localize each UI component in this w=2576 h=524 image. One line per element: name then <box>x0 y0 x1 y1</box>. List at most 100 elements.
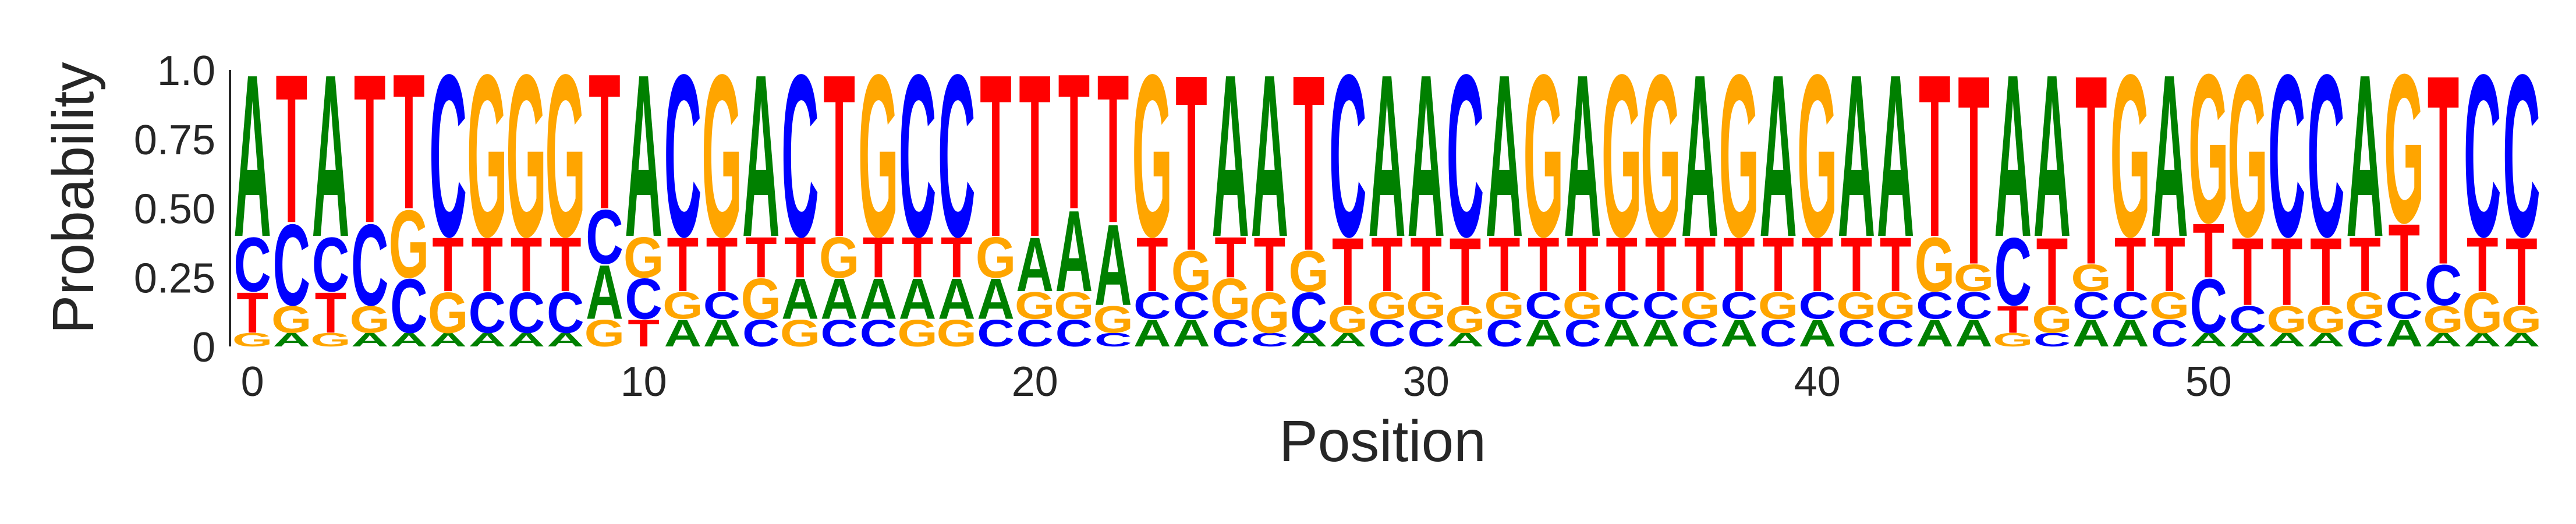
logo-letter-C: C <box>1955 284 1993 327</box>
logo-letter-text: C <box>1720 284 1758 327</box>
logo-letter-text: G <box>1875 284 1916 327</box>
logo-letter-C: C <box>1447 27 1484 285</box>
logo-letter-T: T <box>1371 221 1403 307</box>
logo-letter-text: A <box>233 27 271 285</box>
logo-letter-text: C <box>1094 329 1132 350</box>
logo-letter-text: T <box>2467 221 2499 307</box>
logo-letter-text: T <box>1645 221 1677 307</box>
logo-letter-text: C <box>1994 218 2032 326</box>
logo-letter-text: A <box>2150 27 2188 285</box>
logo-letter-text: T <box>745 225 777 291</box>
logo-letter-C: C <box>547 281 584 346</box>
logo-letter-G: G <box>1915 221 1955 307</box>
logo-letter-A: A <box>2386 311 2423 355</box>
logo-letter-text: A <box>390 329 428 350</box>
logo-letter-text: G <box>780 311 821 355</box>
logo-letter-text: T <box>902 225 934 291</box>
logo-letter-text: T <box>1489 221 1521 307</box>
logo-letter-C: C <box>781 27 819 285</box>
logo-letter-text: G <box>1015 284 1055 327</box>
logo-letter-C: C <box>2386 284 2423 327</box>
logo-letter-G: G <box>1875 284 1916 327</box>
logo-letter-C: C <box>1916 284 1954 327</box>
logo-letter-text: C <box>1172 284 1210 327</box>
logo-letter-A: A <box>1603 311 1640 355</box>
logo-letter-A: A <box>781 267 819 332</box>
logo-letter-text: T <box>2349 221 2381 307</box>
logo-letter-G: G <box>897 311 938 355</box>
logo-letter-text: C <box>1251 329 1289 350</box>
logo-letter-T: T <box>2036 218 2068 326</box>
logo-letter-G: G <box>1523 27 1564 285</box>
logo-letter-text: C <box>2072 284 2110 327</box>
logo-glyphs: GTCAAGCTGTCAAGCTACGTAGTCACTGACTGACTGGACT… <box>232 19 2542 355</box>
logo-letter-text: A <box>1916 311 1954 355</box>
logo-letter-text: T <box>276 31 308 268</box>
logo-letter-A: A <box>586 249 623 335</box>
logo-letter-text: T <box>1019 27 1051 285</box>
logo-letter-text: A <box>1642 311 1680 355</box>
logo-letter-C: C <box>860 311 898 355</box>
logo-letter-C: C <box>703 284 741 327</box>
logo-letter-text: A <box>429 329 467 350</box>
logo-letter-C: C <box>664 27 702 285</box>
logo-letter-text: C <box>2503 27 2540 285</box>
logo-letter-G: G <box>1210 267 1251 332</box>
logo-letter-A: A <box>2111 311 2149 355</box>
logo-letter-text: G <box>506 27 547 285</box>
logo-letter-text: C <box>781 27 819 285</box>
logo-letter-text: A <box>664 311 702 355</box>
logo-letter-G: G <box>2345 284 2386 327</box>
logo-letter-text: T <box>1919 27 1951 285</box>
logo-letter-T: T <box>1997 298 2029 341</box>
logo-letter-text: G <box>1915 221 1955 307</box>
logo-letter-text: G <box>2032 298 2072 341</box>
x-tick-label: 50 <box>2185 359 2232 405</box>
logo-letter-text: C <box>547 281 584 346</box>
logo-letter-text: C <box>1916 284 1954 327</box>
logo-letter-text: C <box>899 27 937 285</box>
logo-letter-G: G <box>1640 27 1681 285</box>
logo-letter-text: G <box>1367 284 1408 327</box>
logo-letter-C: C <box>1094 329 1132 350</box>
logo-letter-T: T <box>472 221 504 307</box>
logo-letter-T: T <box>276 31 308 268</box>
logo-letter-text: T <box>1058 34 1090 249</box>
logo-letter-T: T <box>1332 218 1364 326</box>
logo-letter-text: G <box>1210 267 1251 332</box>
logo-letter-text: A <box>1094 200 1132 330</box>
logo-letter-A: A <box>1133 311 1171 355</box>
logo-letter-A: A <box>1094 200 1132 330</box>
logo-letter-text: G <box>1328 298 1369 341</box>
logo-letter-A: A <box>1290 329 1328 350</box>
logo-letter-text: C <box>1838 311 1876 355</box>
logo-letter-T: T <box>863 225 895 291</box>
logo-letter-text: G <box>2462 281 2503 346</box>
logo-letter-text: C <box>1955 284 1993 327</box>
logo-letter-A: A <box>1055 186 1093 316</box>
logo-letter-G: G <box>1836 284 1877 327</box>
logo-letter-text: A <box>586 249 623 335</box>
logo-letter-text: C <box>1603 284 1640 327</box>
logo-letter-C: C <box>233 221 271 307</box>
logo-letter-text: C <box>2464 27 2501 285</box>
logo-letter-text: G <box>1288 239 1329 305</box>
logo-letter-A: A <box>1525 311 1562 355</box>
logo-letter-G: G <box>780 311 821 355</box>
logo-letter-text: C <box>1681 311 1719 355</box>
logo-letter-text: C <box>429 27 467 285</box>
logo-letter-A: A <box>1916 311 1954 355</box>
logo-letter-A: A <box>1994 27 2032 285</box>
logo-letter-G: G <box>545 27 586 285</box>
logo-letter-text: G <box>858 27 899 285</box>
logo-letter-A: A <box>2190 329 2228 350</box>
logo-letter-text: C <box>233 221 271 307</box>
logo-letter-G: G <box>1797 27 1838 285</box>
logo-letter-C: C <box>1681 311 1719 355</box>
logo-letter-A: A <box>1720 311 1758 355</box>
logo-letter-text: T <box>1214 225 1246 291</box>
logo-letter-A: A <box>1955 311 1993 355</box>
logo-letter-text: C <box>273 200 311 330</box>
logo-letter-A: A <box>351 329 389 350</box>
logo-letter-text: A <box>1329 329 1367 350</box>
